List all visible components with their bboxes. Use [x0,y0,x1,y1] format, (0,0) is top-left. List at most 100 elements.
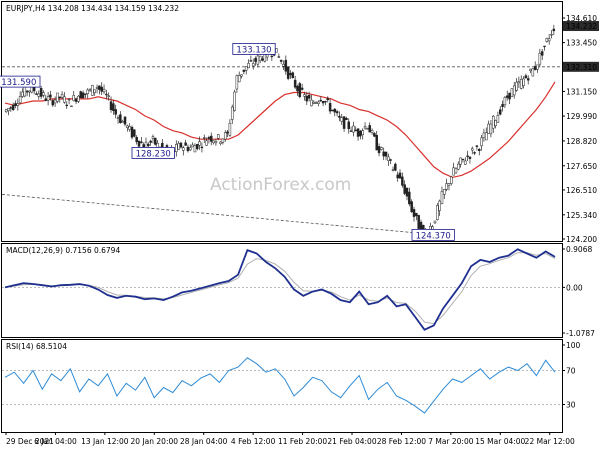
candle-body [191,144,194,148]
candle-body [298,83,302,97]
candle-body [37,93,41,97]
candle-body [156,142,159,148]
candle-body [98,85,101,90]
candle-body [28,90,31,93]
candle-body [310,99,313,107]
candle-body [289,73,292,76]
candle-body [102,88,106,93]
candle-body [438,200,441,211]
candle-body [112,103,115,111]
candle-body [361,130,364,136]
price-tick-label: 133.450 [566,39,597,48]
candle-body [77,95,80,102]
candle-body [258,55,262,61]
candle-body [552,28,556,32]
x-tick-label: 28 Jan 04:00 [180,437,228,446]
x-tick-label: 6 Jan 04:00 [34,437,77,446]
candle-body [65,104,69,107]
candle-body [296,86,299,92]
annotation-label: 133.130 [236,45,271,55]
candle-body [107,95,110,97]
candle-body [177,143,180,150]
candle-body [303,94,306,97]
candle-body [522,78,525,86]
candle-body [228,123,232,136]
candle-body [81,92,85,99]
price-tick-label: 126.510 [566,186,597,195]
annotation-label: 131.590 [1,78,36,88]
x-tick-label: 21 Feb 04:00 [327,437,376,446]
candle-body [403,184,406,194]
candle-body [279,59,283,62]
candle-body [550,34,553,36]
candle-body [247,63,250,69]
candle-body [415,212,418,217]
candle-body [478,149,481,151]
macd-tick-label: -1.0787 [566,329,595,338]
candle-body [345,117,348,121]
candle-body [408,191,411,205]
candle-body [317,101,320,104]
candle-body [282,63,285,67]
candle-body [401,176,404,186]
candle-body [524,75,528,79]
candle-body [233,91,236,111]
candle-body [254,58,257,62]
candle-body [363,126,367,129]
candle-body [286,66,290,79]
candle-body [491,116,495,129]
candle-body [494,120,497,126]
candle-body [459,157,462,165]
candle-body [277,56,281,58]
candle-body [121,121,124,123]
candle-body [505,95,509,98]
candle-body [394,163,397,171]
candle-body [547,38,551,42]
candle-body [533,66,537,71]
candle-body [464,160,467,165]
candle-body [352,125,355,133]
candle-body [203,137,206,139]
candle-body [326,98,330,101]
candle-body [21,91,24,97]
candle-body [240,74,243,77]
price-tick-label: 131.150 [566,87,597,96]
candle-body [496,115,500,123]
watermark: ActionForex.com [210,175,351,195]
candle-body [237,75,241,83]
candle-body [412,209,416,217]
candle-body [11,104,15,110]
price-tick-label: 134.610 [566,14,597,23]
candle-body [226,131,229,134]
candle-body [135,137,138,143]
annotation-box [411,228,455,241]
candle-body [454,168,458,174]
candle-body [46,96,50,101]
candle-body [221,138,225,143]
candle-body [545,38,549,42]
candle-body [293,79,297,88]
candle-body [324,100,327,103]
candle-body [256,55,260,65]
candle-body [445,183,448,190]
macd-tick-label: 0.00 [566,283,583,292]
candle-body [433,220,437,224]
candle-body [291,72,295,78]
macd-layer: 0.9068 0.00 -1.0787 [2,245,595,338]
candle-body [391,169,395,171]
x-tick-label: 4 Feb 12:00 [231,437,276,446]
candle-body [261,58,264,61]
candle-body [249,60,253,62]
candle-body [275,48,278,53]
candle-body [116,117,120,119]
candle-body [473,152,476,154]
candle-body [270,55,274,58]
candle-body [140,141,143,144]
candle-body [93,89,96,93]
candle-body [56,92,59,102]
candle-body [387,156,390,161]
candle-body [321,101,325,104]
candle-body [128,126,131,130]
